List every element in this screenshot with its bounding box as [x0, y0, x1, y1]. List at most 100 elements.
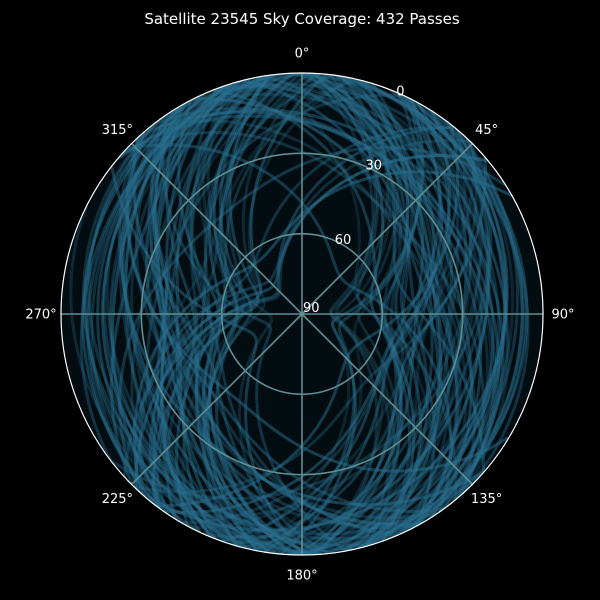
pass-track: [245, 78, 404, 550]
pass-track: [213, 83, 501, 555]
pass-track: [264, 74, 434, 555]
pass-track: [132, 170, 513, 495]
pass-track: [242, 78, 459, 526]
pass-track: [191, 94, 452, 530]
pass-track: [192, 97, 441, 552]
pass-track: [344, 75, 477, 496]
pass-track: [280, 99, 425, 555]
pass-track: [321, 73, 527, 545]
pass-track: [156, 80, 420, 528]
pass-track: [185, 82, 278, 555]
pass-track: [79, 73, 274, 462]
pass-track: [292, 74, 425, 555]
pass-track: [130, 73, 280, 514]
pass-track: [312, 73, 416, 542]
pass-track: [123, 92, 251, 551]
pass-track: [337, 74, 524, 553]
pass-track: [239, 79, 489, 513]
pass-track: [117, 134, 266, 554]
pass-track: [301, 73, 510, 496]
pass-track: [295, 73, 430, 548]
pass-track: [286, 73, 411, 555]
azimuth-tick-label: 0°: [295, 47, 310, 62]
pass-track: [122, 74, 271, 478]
azimuth-tick-label: 90°: [551, 308, 574, 323]
pass-track: [163, 92, 444, 515]
pass-track: [356, 127, 519, 550]
pass-track: [121, 104, 334, 555]
pass-track: [110, 165, 305, 555]
pass-track: [155, 73, 314, 540]
pass-track: [160, 92, 509, 530]
elevation-labels: 0 30 60 90: [303, 84, 404, 316]
chart-title: Satellite 23545 Sky Coverage: 432 Passes: [144, 10, 460, 28]
azimuth-tick-label: 315°: [102, 123, 133, 138]
pass-track: [210, 75, 507, 545]
pass-track: [164, 103, 218, 540]
pass-track: [133, 131, 322, 555]
pass-track: [159, 82, 233, 539]
pass-track: [132, 137, 329, 555]
pass-track: [188, 74, 397, 538]
pass-track: [299, 73, 459, 528]
pass-track: [201, 83, 305, 555]
pass-track: [81, 115, 489, 536]
pass-track: [334, 74, 458, 501]
pass-track: [153, 103, 202, 534]
pass-track: [110, 127, 491, 501]
pass-track: [151, 125, 455, 509]
pass-track: [202, 88, 490, 539]
pass-track: [220, 97, 442, 543]
pass-track: [118, 123, 218, 541]
pass-track: [138, 73, 311, 497]
polar-grid: [60, 72, 544, 556]
pass-track: [181, 88, 245, 530]
pass-track: [100, 73, 317, 555]
azimuth-tick-label: 180°: [286, 569, 317, 584]
pass-track: [134, 110, 493, 519]
pass-track: [87, 118, 426, 541]
pass-track: [156, 123, 460, 508]
azimuth-spoke: [301, 143, 473, 315]
pass-track: [263, 96, 423, 554]
pass-track: [233, 78, 436, 547]
pass-track: [151, 74, 271, 505]
pass-track: [96, 74, 264, 552]
pass-track: [81, 78, 244, 534]
pass-track: [362, 101, 460, 549]
pass-track: [150, 116, 260, 552]
pass-track: [371, 82, 436, 527]
pass-track: [124, 84, 438, 527]
pass-track: [328, 73, 396, 547]
elevation-tick-label: 0: [396, 84, 404, 99]
pass-track: [357, 120, 491, 550]
pass-track: [341, 75, 485, 473]
pass-track: [102, 73, 378, 548]
pass-track: [193, 97, 468, 520]
pass-track: [118, 146, 507, 492]
pass-track: [311, 73, 442, 553]
pass-track: [134, 100, 439, 520]
pass-track: [295, 105, 508, 555]
pass-track: [151, 125, 456, 515]
pass-track: [189, 73, 309, 555]
pass-track: [155, 94, 472, 518]
pass-track: [401, 100, 507, 535]
pass-track: [108, 73, 302, 548]
pass-track: [90, 79, 241, 511]
pass-track: [249, 109, 482, 551]
pass-track: [126, 131, 510, 473]
pass-track: [312, 157, 488, 555]
pass-track: [201, 73, 321, 554]
pass-track: [346, 80, 410, 552]
pass-track: [150, 86, 423, 526]
pass-track: [133, 140, 478, 494]
pass-track: [162, 138, 470, 521]
pass-track: [304, 73, 451, 535]
pass-track: [150, 108, 321, 555]
pass-track: [144, 92, 315, 555]
pass-track: [130, 79, 278, 555]
pass-track: [116, 108, 505, 512]
pass-track: [354, 129, 467, 550]
elevation-tick-label: 60: [335, 233, 352, 248]
